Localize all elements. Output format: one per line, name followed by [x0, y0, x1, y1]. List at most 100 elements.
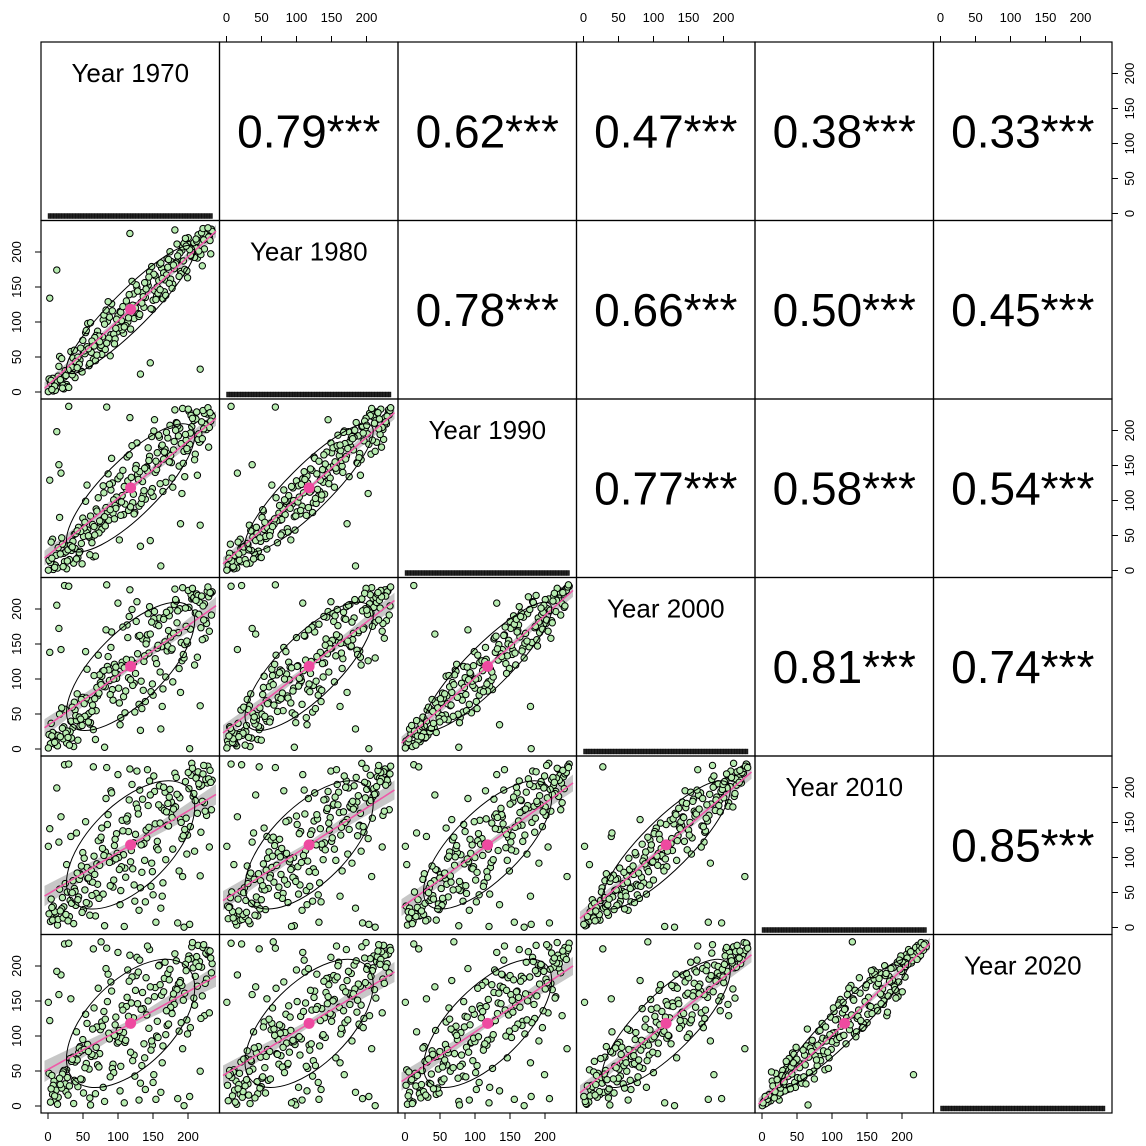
data-point — [270, 701, 278, 709]
data-point — [731, 789, 739, 798]
data-point — [483, 873, 492, 881]
histogram-bar — [613, 748, 617, 755]
data-point — [359, 429, 367, 437]
data-point — [515, 945, 523, 954]
data-point — [303, 1087, 311, 1095]
data-point — [462, 889, 471, 898]
data-point — [532, 941, 540, 950]
data-point — [100, 489, 108, 497]
data-point — [623, 1025, 632, 1033]
data-point — [542, 940, 551, 949]
data-point — [532, 768, 540, 776]
data-point — [374, 761, 383, 770]
histogram-bar — [986, 1105, 991, 1112]
data-point — [675, 1000, 683, 1008]
data-point — [410, 581, 418, 590]
data-point — [602, 1042, 611, 1051]
data-point — [223, 998, 231, 1007]
data-point — [508, 996, 516, 1004]
data-point — [353, 1008, 361, 1016]
data-point — [81, 1063, 89, 1072]
x-tick-label: 0 — [937, 10, 944, 25]
data-point — [484, 995, 493, 1004]
data-point — [58, 893, 67, 902]
data-point — [117, 1062, 125, 1070]
mean-point — [125, 303, 137, 315]
data-point — [207, 806, 216, 814]
data-point — [237, 581, 246, 590]
data-point — [668, 981, 676, 990]
data-point — [478, 851, 487, 860]
data-point — [620, 868, 628, 877]
data-point — [276, 853, 284, 861]
data-point — [67, 832, 75, 841]
data-point — [126, 413, 134, 422]
mean-point — [125, 839, 137, 851]
data-point — [111, 1021, 119, 1029]
data-point — [526, 780, 534, 789]
histogram-bar — [643, 748, 647, 755]
data-point — [465, 700, 474, 709]
panel-3-0 — [40, 576, 221, 757]
data-point — [306, 882, 314, 891]
data-point — [169, 805, 178, 813]
data-point — [374, 940, 383, 949]
data-point — [685, 831, 694, 839]
data-point — [883, 1008, 892, 1016]
data-point — [344, 1016, 352, 1024]
data-point — [364, 834, 372, 843]
correlation-label: 0.62*** — [416, 105, 559, 157]
data-point — [300, 631, 308, 640]
y-tick-label: 150 — [9, 990, 24, 1012]
data-point — [669, 1002, 677, 1011]
data-point — [176, 688, 185, 697]
data-point — [302, 511, 310, 520]
data-point — [557, 806, 565, 814]
data-point — [672, 1054, 681, 1062]
y-tick-label: 50 — [1122, 885, 1137, 899]
data-point — [412, 912, 420, 921]
histogram-bar — [360, 391, 364, 398]
data-point — [173, 240, 181, 248]
data-point — [717, 1094, 726, 1103]
data-point — [84, 874, 93, 882]
data-point — [516, 612, 525, 621]
histogram-bar — [99, 213, 104, 219]
data-point — [500, 631, 508, 640]
histogram-bar — [1047, 1105, 1051, 1112]
data-point — [280, 787, 288, 795]
data-point — [448, 815, 456, 824]
data-point — [609, 1075, 618, 1083]
data-point — [181, 777, 190, 786]
histogram-bar — [248, 391, 252, 398]
histogram-bar — [314, 391, 318, 398]
data-point — [673, 984, 682, 992]
data-point — [159, 988, 168, 996]
data-point — [290, 743, 299, 751]
data-point — [320, 796, 328, 804]
histogram-bar — [1011, 1105, 1015, 1112]
histogram-bar — [835, 927, 839, 933]
data-point — [545, 919, 554, 927]
data-point — [332, 942, 341, 950]
data-point — [99, 890, 107, 898]
data-point — [224, 1097, 232, 1105]
data-point — [422, 1091, 430, 1099]
data-point — [133, 287, 142, 295]
data-point — [227, 939, 235, 947]
data-point — [743, 944, 752, 952]
data-point — [256, 534, 264, 542]
data-point — [472, 1085, 481, 1094]
correlation-ellipse — [65, 601, 196, 732]
data-point — [115, 865, 124, 874]
data-point — [703, 801, 711, 809]
histogram-bar — [1038, 1105, 1043, 1112]
histogram-bar — [253, 391, 257, 398]
data-point — [306, 688, 314, 696]
data-point — [153, 837, 162, 846]
data-point — [673, 836, 682, 845]
data-point — [867, 966, 876, 975]
data-point — [488, 981, 496, 989]
data-point — [251, 911, 259, 919]
data-point — [295, 829, 303, 838]
